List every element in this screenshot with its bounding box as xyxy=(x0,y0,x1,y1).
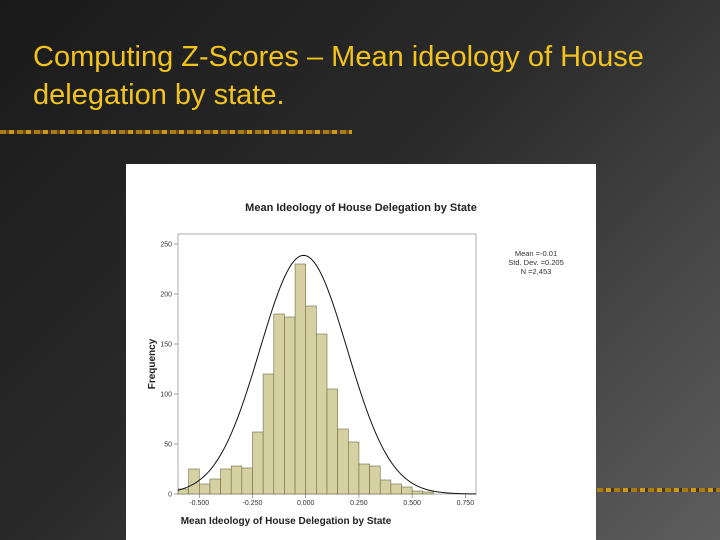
histogram-bar xyxy=(262,373,275,495)
x-tick-label: 0.750 xyxy=(457,500,475,507)
histogram-bar xyxy=(188,468,200,495)
histogram-bar xyxy=(401,486,413,495)
histogram-bar xyxy=(358,463,370,495)
histogram-bar xyxy=(369,465,381,495)
normal-curve-layer xyxy=(177,254,477,495)
histogram-bar xyxy=(198,483,211,495)
stats-line: N =2,453 xyxy=(521,267,552,276)
histogram-bar xyxy=(326,388,338,495)
histogram-bar xyxy=(337,428,349,495)
x-tick-label: 0.000 xyxy=(297,500,315,507)
histogram-bar xyxy=(209,478,221,495)
y-tick-label: 200 xyxy=(160,292,172,299)
stats-line: Std. Dev. =0.205 xyxy=(508,258,564,267)
histogram-bar xyxy=(411,490,424,495)
x-tick-label: -0.500 xyxy=(189,500,209,507)
y-tick-label: 250 xyxy=(160,242,172,249)
histogram-bar xyxy=(422,491,434,495)
x-tick-label: -0.250 xyxy=(243,500,263,507)
right-divider xyxy=(597,488,720,492)
histogram-bar xyxy=(241,467,253,495)
histogram-bar xyxy=(390,483,402,495)
histogram-bar xyxy=(284,316,296,495)
histogram-bar xyxy=(252,431,264,495)
y-tick-label: 0 xyxy=(168,492,172,499)
histogram-bar xyxy=(220,468,232,495)
histogram-bar xyxy=(379,479,392,495)
x-tick-label: 0.250 xyxy=(350,500,368,507)
x-axis-label: Mean Ideology of House Delegation by Sta… xyxy=(181,516,392,527)
stats-line: Mean =-0.01 xyxy=(515,249,557,258)
axis-ticks: 0 50 100 150 200 250 -0.500 -0.250 0.000 0.250 0.5… xyxy=(160,242,474,508)
chart-title: Mean Ideology of House Delegation by Sta… xyxy=(245,202,477,214)
histogram-chart: Mean Ideology of House Delegation by Sta… xyxy=(147,202,564,527)
histogram-bar xyxy=(230,465,243,495)
title-divider xyxy=(0,130,352,134)
histogram-bar xyxy=(316,333,328,495)
x-tick-label: 0.500 xyxy=(403,500,421,507)
y-tick-label: 150 xyxy=(160,342,172,349)
histogram-bars xyxy=(177,263,434,495)
slide-title: Computing Z-Scores – Mean ideology of Ho… xyxy=(33,41,644,111)
histogram-bar xyxy=(294,263,307,495)
histogram-bar xyxy=(273,313,285,495)
y-tick-label: 100 xyxy=(160,392,172,399)
y-tick-label: 50 xyxy=(164,442,172,449)
histogram-bar xyxy=(305,305,317,495)
normal-curve xyxy=(177,254,477,495)
chart-panel: Mean Ideology of House Delegation by Sta… xyxy=(126,164,596,540)
histogram-bar xyxy=(347,441,360,495)
y-axis-label: Frequency xyxy=(147,338,158,389)
